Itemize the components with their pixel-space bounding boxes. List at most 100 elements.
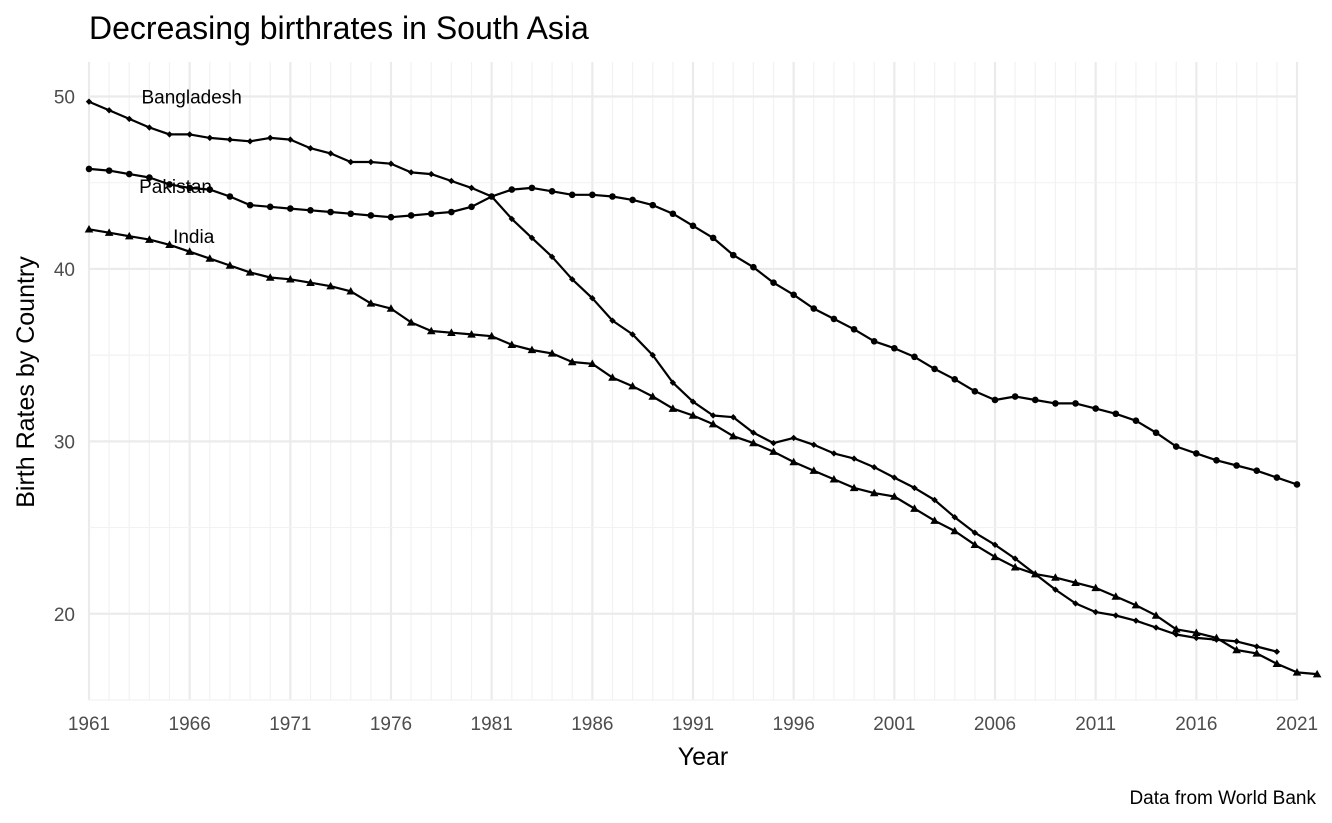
data-point-india [567,357,577,366]
data-point-bangladesh [468,184,475,192]
data-point-india [447,328,456,336]
data-point-india [1111,592,1121,600]
data-point-pakistan [991,396,999,404]
y-tick-label: 40 [54,260,75,281]
data-point-pakistan [125,170,133,178]
data-point-bangladesh [891,474,898,481]
data-point-pakistan [750,263,757,271]
data-point-pakistan [850,325,858,333]
data-point-bangladesh [1052,586,1059,593]
data-point-bangladesh [1193,634,1200,642]
data-point-bangladesh [1092,608,1099,616]
x-tick-label: 2021 [1276,714,1318,735]
x-tick-label: 1981 [471,714,513,735]
data-point-india [1232,645,1241,654]
data-point-pakistan [166,181,173,188]
data-point-india [749,438,758,447]
data-point-bangladesh [810,441,817,448]
x-tick-label: 1986 [571,714,613,735]
data-point-bangladesh [871,464,878,471]
data-point-pakistan [1011,393,1019,400]
data-point-bangladesh [730,414,737,421]
x-tick-label: 2011 [1075,714,1116,735]
data-point-india [487,331,496,340]
data-point-bangladesh [508,215,515,223]
data-point-bangladesh [931,496,938,504]
tick-labels: 1961 1966 1971 1976 1981 1986 1991 1996 2001 2006… [54,87,1318,735]
data-point-bangladesh [911,484,918,492]
data-point-bangladesh [709,412,717,419]
data-point-bangladesh [307,145,314,152]
data-point-pakistan [226,193,234,200]
data-point-pakistan [870,338,878,345]
data-point-india [426,326,436,335]
x-tick-label: 1976 [370,714,412,735]
data-point-india [608,373,617,381]
chart-caption: Data from World Bank [1129,788,1316,809]
data-point-bangladesh [850,455,858,462]
data-point-india [728,431,738,440]
data-point-bangladesh [971,529,979,536]
data-point-india [346,287,356,295]
series-labels: Bangladesh Pakistan India [139,87,242,248]
data-point-india [286,274,295,283]
data-point-pakistan [387,213,395,221]
data-point-india [386,304,396,312]
data-point-india [366,299,376,307]
series-label-bangladesh: Bangladesh [141,87,241,108]
data-point-bangladesh [629,331,636,338]
data-point-india [1171,625,1181,633]
data-point-india [990,552,1000,561]
data-point-bangladesh [1132,617,1140,624]
data-point-pakistan [1273,474,1281,481]
data-point-india [205,254,215,262]
series-label-pakistan: Pakistan [139,177,212,198]
data-point-pakistan [448,208,455,216]
data-point-pakistan [307,206,314,214]
data-point-india [930,516,939,524]
data-point-india [829,474,839,483]
data-point-pakistan [407,212,415,219]
x-tick-label: 2006 [974,714,1016,735]
data-point-bangladesh [287,136,294,143]
data-point-india [628,381,637,390]
data-point-india [1212,633,1221,642]
data-point-pakistan [528,184,536,192]
data-point-bangladesh [548,253,556,261]
data-point-pakistan [971,388,979,395]
data-point-india [769,447,778,455]
data-point-bangladesh [367,158,375,166]
data-point-pakistan [810,305,818,312]
data-point-pakistan [488,193,495,200]
data-point-india [225,261,235,269]
y-tick-label: 20 [54,605,75,626]
data-point-pakistan [589,191,596,199]
data-point-pakistan [186,184,193,192]
x-tick-label: 1996 [773,714,815,735]
data-point-pakistan [85,165,93,173]
data-point-bangladesh [750,429,757,436]
data-point-india [1010,562,1020,571]
data-point-pakistan [649,201,657,209]
data-point-pakistan [689,222,697,230]
series-lines [88,100,1318,676]
data-point-bangladesh [1233,638,1240,645]
data-point-bangladesh [267,134,274,142]
data-point-india [950,526,960,535]
data-point-bangladesh [1253,643,1260,650]
data-point-india [547,349,557,357]
data-point-india [789,457,798,466]
data-point-pakistan [287,205,294,212]
data-point-bangladesh [126,115,133,123]
data-point-bangladesh [448,177,455,185]
data-point-bangladesh [991,541,999,549]
data-point-pakistan [669,210,677,218]
x-tick-label: 1961 [68,714,110,735]
data-point-bangladesh [1173,631,1180,638]
data-point-india [1030,569,1040,578]
data-point-bangladesh [1152,624,1160,631]
data-point-pakistan [347,210,355,218]
data-point-pakistan [367,212,375,219]
data-point-pakistan [266,203,274,211]
